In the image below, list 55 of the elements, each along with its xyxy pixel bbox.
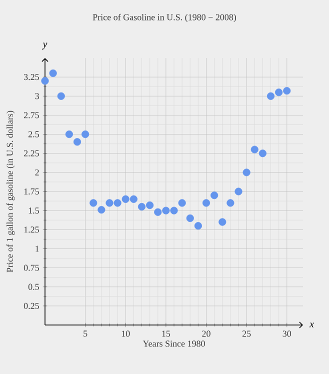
y-tick-label: 3.25: [24, 74, 39, 80]
y-tick-label: 0.25: [24, 302, 39, 309]
x-tick-label: 15: [162, 330, 170, 337]
y-tick-label: 1.5: [28, 208, 39, 214]
point: [210, 192, 218, 200]
y-tick-label: 1.75: [24, 188, 39, 195]
point: [218, 218, 226, 226]
y-tick-label: 2.25: [24, 150, 39, 156]
point: [73, 138, 82, 146]
y-tick-label: 2: [35, 169, 39, 176]
x-tick-label: 5: [84, 330, 88, 337]
y-tick-label: 2.5: [28, 131, 39, 138]
text: x: [309, 322, 314, 328]
y-tick-label: 0.5: [28, 284, 39, 290]
x-axis-title: Years Since 1980: [142, 340, 205, 347]
point: [202, 199, 210, 207]
point: [283, 87, 291, 95]
point: [178, 199, 186, 207]
point: [65, 130, 73, 138]
x-tick-label: 30: [282, 330, 292, 337]
y-tick-label: 3: [35, 93, 39, 100]
y-tick-label: 1.25: [24, 226, 39, 233]
point: [242, 168, 250, 176]
text: y: [42, 42, 48, 50]
point: [275, 88, 283, 96]
point: [41, 77, 49, 85]
point: [258, 150, 266, 158]
point: [186, 214, 194, 222]
point: [90, 199, 98, 207]
point: [162, 206, 170, 214]
point: [194, 222, 202, 230]
point: [266, 92, 275, 100]
point: [106, 199, 114, 207]
y-tick-label: 2.75: [24, 112, 39, 118]
point: [226, 199, 234, 207]
point: [82, 130, 90, 138]
point: [98, 206, 106, 214]
y-tick-label: 0.75: [24, 264, 39, 271]
point: [146, 201, 154, 210]
x-tick-label: 10: [122, 330, 130, 337]
x-tick-label: 25: [242, 330, 251, 337]
y-tick-label: 1: [36, 246, 39, 252]
x-tick-label: 20: [202, 330, 210, 337]
point: [234, 188, 242, 196]
point: [250, 146, 258, 154]
point: [57, 92, 65, 100]
point: [170, 206, 178, 214]
point: [122, 195, 130, 203]
point: [114, 199, 122, 207]
chart-title: Price of Gasoline in U.S. (1980 − 2008): [92, 14, 236, 22]
y-axis-title: Price of 1 gallon of gasoline (in U.S. dollars): [6, 110, 15, 272]
point: [138, 202, 146, 211]
point: [130, 195, 138, 203]
point: [49, 69, 57, 78]
point: [154, 208, 162, 216]
